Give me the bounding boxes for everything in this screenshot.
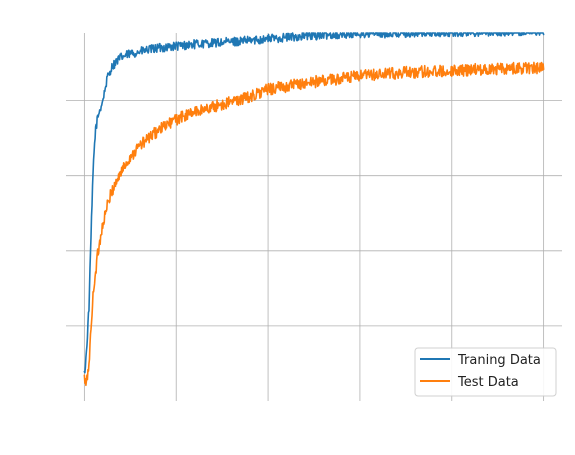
series-lines (83, 32, 545, 387)
series-line-training (83, 32, 545, 374)
y-gridlines (66, 100, 562, 327)
legend-box (414, 347, 557, 397)
legend-label-training: Traning Data (457, 353, 541, 368)
series-line-test (83, 61, 545, 387)
legend-label-test: Test Data (457, 375, 519, 390)
x-gridlines (83, 33, 545, 401)
legend: Traning Data Test Data (414, 347, 557, 397)
